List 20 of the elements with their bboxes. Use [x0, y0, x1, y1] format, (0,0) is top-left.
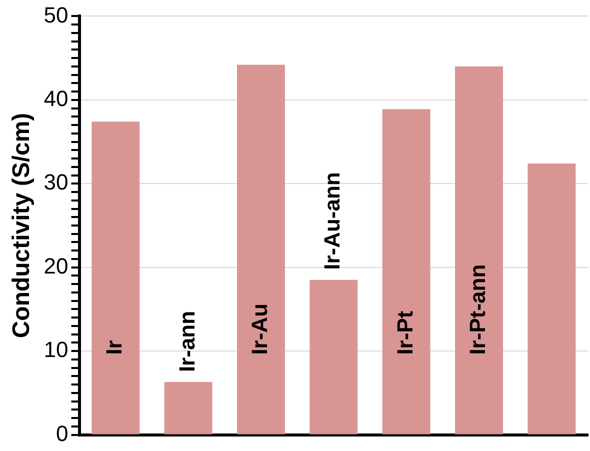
x-tick-label: Ir-ann	[174, 310, 200, 372]
bar	[382, 109, 430, 434]
y-tick-label: 30	[44, 170, 68, 195]
bar	[455, 66, 503, 434]
y-tick-label: 40	[44, 86, 68, 111]
x-tick-label: Ir-Pt-ann	[465, 264, 490, 355]
bar	[310, 280, 358, 434]
y-tick-label: 10	[44, 337, 68, 362]
bar	[92, 122, 140, 434]
y-tick-label: 20	[44, 253, 68, 278]
y-tick-label: 50	[44, 2, 68, 28]
x-tick-label: Ir-Au	[247, 303, 272, 355]
x-tick-label: Ir	[102, 340, 127, 355]
y-tick-label: 0	[56, 420, 68, 446]
x-tick-label: Ir-Au-ann	[320, 172, 345, 270]
bar	[528, 164, 576, 434]
y-axis-title: Conductivity (S/cm)	[8, 112, 36, 338]
bar	[236, 64, 285, 434]
bar	[164, 382, 212, 434]
x-tick-label: Ir-Pt	[392, 310, 418, 355]
